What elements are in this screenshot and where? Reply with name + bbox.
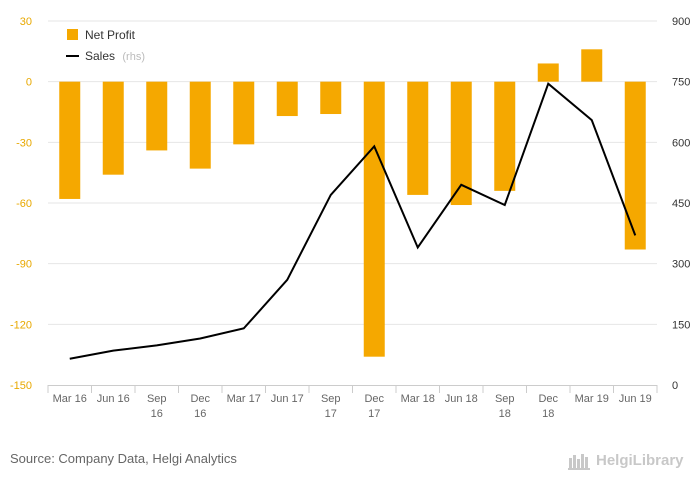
bar-net-profit-mar-18: [407, 81, 429, 195]
left-tick-label: -150: [10, 380, 32, 392]
bar-net-profit-jun-17: [276, 81, 298, 117]
bar-net-profit-sep-16: [146, 81, 168, 151]
library-icon: [568, 454, 590, 470]
right-tick-label: 300: [672, 259, 690, 271]
sales-line-group: [69, 82, 637, 360]
bar-net-profit-jun-19: [624, 81, 646, 250]
right-tick-label: 150: [672, 319, 690, 331]
bar-net-profit-mar-16: [59, 81, 81, 199]
net-profit-bars: [59, 49, 646, 357]
legend: Net Profit Sales (rhs): [66, 28, 145, 63]
right-tick-label: 0: [672, 380, 678, 392]
left-axis: 30 0 -30 -60 -90 -120 -150: [10, 16, 32, 392]
x-tick-label: Mar 16: [53, 393, 87, 405]
x-tick-label: Sep: [495, 393, 515, 405]
x-tick-label: Jun 17: [271, 393, 304, 405]
left-tick-label: -120: [10, 319, 32, 331]
x-tick-label: Dec: [190, 393, 210, 405]
bar-net-profit-jun-16: [102, 81, 124, 175]
x-tick-label: Dec: [538, 393, 558, 405]
bar-net-profit-mar-19: [581, 49, 603, 82]
x-tick-label: Sep: [321, 393, 341, 405]
x-tick-label: 18: [542, 408, 554, 420]
x-tick-label: 16: [151, 408, 163, 420]
right-tick-label: 600: [672, 137, 690, 149]
x-tick-label: 18: [499, 408, 511, 420]
bar-net-profit-jun-18: [450, 81, 472, 206]
x-tick-label: Sep: [147, 393, 167, 405]
right-tick-label: 750: [672, 77, 690, 89]
legend-label-sales-suffix: (rhs): [122, 51, 145, 63]
sales-line: [69, 82, 637, 360]
brand-name: HelgiLibrary: [596, 451, 684, 469]
x-tick-label: Mar 18: [401, 393, 435, 405]
x-tick-label: Mar 19: [575, 393, 609, 405]
left-tick-label: -60: [16, 198, 32, 210]
left-tick-label: 30: [20, 16, 32, 28]
x-tick-label: Jun 19: [619, 393, 652, 405]
right-tick-label: 900: [672, 16, 690, 28]
x-tick-label: 17: [368, 408, 380, 420]
bar-net-profit-mar-17: [233, 81, 255, 145]
x-tick-label: Jun 18: [445, 393, 478, 405]
bar-net-profit-dec-17: [363, 81, 385, 357]
legend-label-sales-name: Sales: [85, 49, 115, 63]
x-tick-label: Dec: [364, 393, 384, 405]
brand-logo: HelgiLibrary: [568, 448, 694, 472]
chart: 300-30-60-90-120-150 9007506004503001500…: [10, 16, 690, 420]
gridlines: [48, 20, 657, 325]
x-tick-label: Jun 16: [97, 393, 130, 405]
bar-net-profit-dec-16: [189, 81, 211, 169]
x-axis: Mar 16 Jun 16 Sep 16 Dec 16 Mar 17 Jun 17 Sep 17 D…: [47, 385, 658, 420]
legend-label-sales: Sales (rhs): [85, 49, 145, 63]
left-tick-label: -90: [16, 259, 32, 271]
x-tick-label: 17: [325, 408, 337, 420]
right-tick-label: 450: [672, 198, 690, 210]
source-note: Source: Company Data, Helgi Analytics: [10, 451, 237, 466]
legend-swatch-net-profit: [67, 29, 78, 40]
x-tick-label: Mar 17: [227, 393, 261, 405]
left-tick-label: 0: [26, 77, 32, 89]
left-tick-label: -30: [16, 137, 32, 149]
legend-label-net-profit: Net Profit: [85, 28, 136, 42]
x-tick-label: 16: [194, 408, 206, 420]
bar-net-profit-sep-18: [494, 81, 516, 191]
bar-net-profit-sep-17: [320, 81, 342, 115]
right-axis: 900 750 600 450 300 150 0: [672, 16, 690, 392]
bar-net-profit-dec-18: [537, 63, 559, 82]
